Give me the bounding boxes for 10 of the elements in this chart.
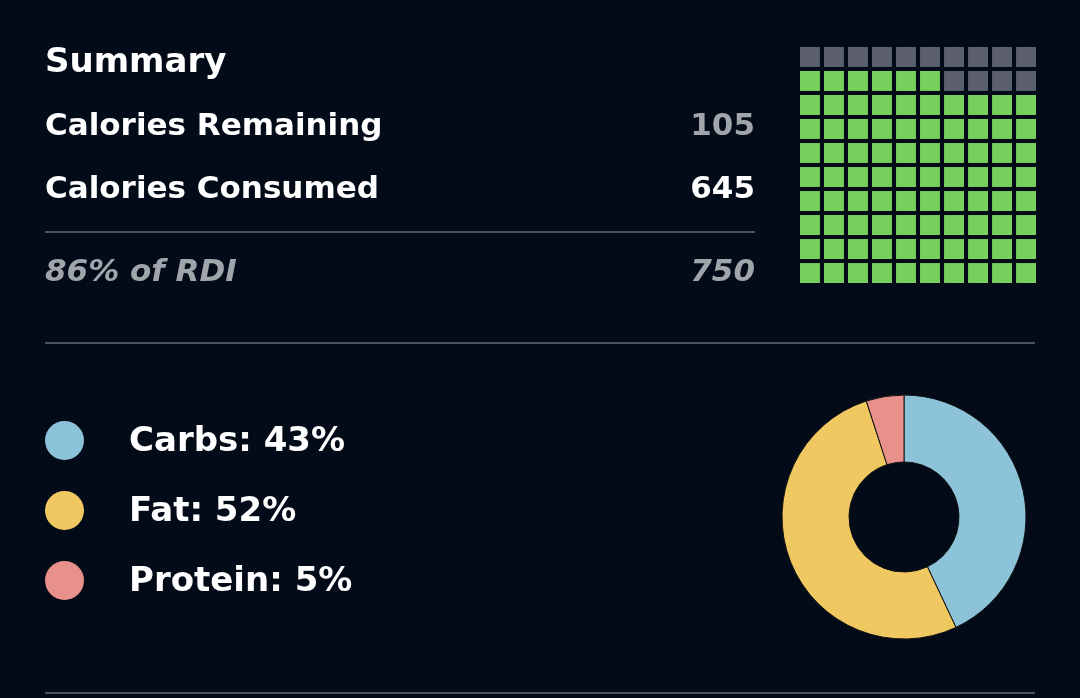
text: 105 (690, 106, 755, 142)
legend-label: Fat: 52% (129, 488, 297, 529)
text: Calories Consumed (45, 169, 379, 205)
text: Calories Remaining (45, 106, 383, 142)
legend-label: Carbs: 43% (129, 418, 346, 459)
legend-label: Protein: 5% (129, 558, 353, 599)
text: Summary (45, 40, 227, 80)
text: 750 (690, 252, 755, 288)
text: 645 (690, 169, 755, 205)
text: 86% of RDI (45, 252, 237, 288)
